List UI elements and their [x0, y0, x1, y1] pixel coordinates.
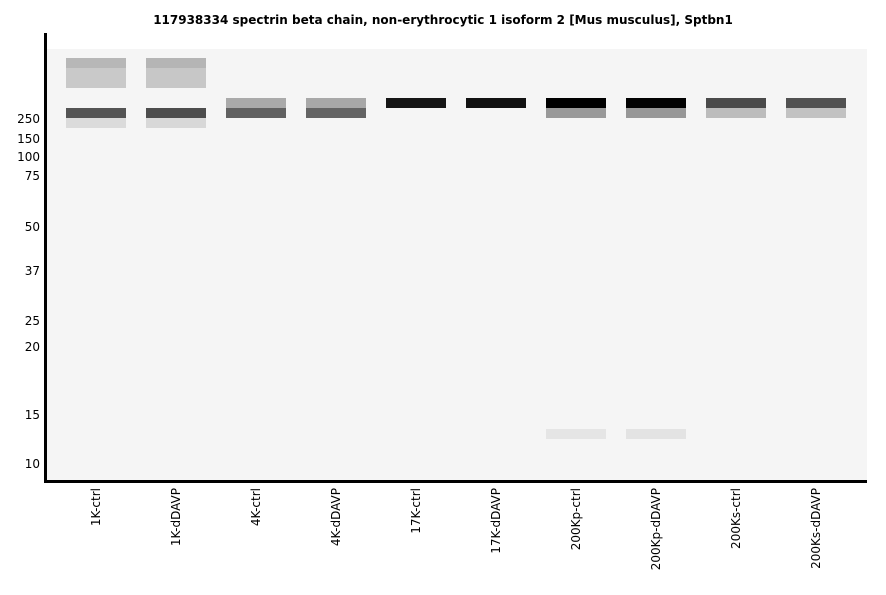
gel-band-200ks-ctrl — [706, 98, 766, 108]
y-axis-line — [44, 33, 47, 483]
gel-band-200kp-ddavp — [626, 98, 686, 108]
lane-label-17k-ctrl: 17K-ctrl — [409, 488, 423, 534]
gel-band-200kp-ddavp — [626, 429, 686, 439]
mw-marker-label-25: 25 — [24, 314, 40, 328]
lane-label-17k-ddavp: 17K-dDAVP — [489, 488, 503, 554]
gel-band-200kp-ctrl — [546, 98, 606, 108]
mw-marker-label-250: 250 — [17, 112, 40, 126]
chart-title: 117938334 spectrin beta chain, non-eryth… — [153, 13, 733, 27]
mw-marker-label-50: 50 — [24, 220, 40, 234]
gel-band-1k-ctrl — [66, 108, 126, 118]
gel-band-200ks-ddavp — [786, 98, 846, 108]
lane-label-200kp-ctrl: 200Kp-ctrl — [569, 488, 583, 551]
lane-label-200kp-ddavp: 200Kp-dDAVP — [649, 488, 663, 571]
gel-band-200kp-ddavp — [626, 108, 686, 118]
lane-label-4k-ddavp: 4K-dDAVP — [329, 488, 343, 547]
mw-marker-label-100: 100 — [17, 150, 40, 164]
lane-label-1k-ddavp: 1K-dDAVP — [169, 488, 183, 547]
gel-band-1k-ddavp — [146, 108, 206, 118]
gel-band-200kp-ctrl — [546, 108, 606, 118]
gel-band-200ks-ctrl — [706, 108, 766, 118]
gel-band-4k-ddavp — [306, 98, 366, 108]
x-axis-line — [44, 480, 867, 483]
gel-band-17k-ddavp — [466, 98, 526, 108]
gel-band-1k-ddavp — [146, 58, 206, 68]
gel-band-4k-ctrl — [226, 108, 286, 118]
lane-label-4k-ctrl: 4K-ctrl — [249, 488, 263, 527]
gel-band-1k-ctrl — [66, 68, 126, 88]
mw-marker-label-15: 15 — [24, 408, 40, 422]
gel-band-1k-ctrl — [66, 118, 126, 128]
gel-band-1k-ddavp — [146, 118, 206, 128]
gel-band-1k-ctrl — [66, 58, 126, 68]
lane-label-200ks-ctrl: 200Ks-ctrl — [729, 488, 743, 549]
mw-marker-label-75: 75 — [24, 169, 40, 183]
gel-band-17k-ctrl — [386, 98, 446, 108]
gel-band-1k-ddavp — [146, 68, 206, 88]
gel-band-200kp-ctrl — [546, 429, 606, 439]
lane-label-200ks-ddavp: 200Ks-dDAVP — [809, 488, 823, 569]
mw-marker-label-20: 20 — [24, 340, 40, 354]
mw-marker-label-150: 150 — [17, 132, 40, 146]
mw-marker-label-10: 10 — [24, 457, 40, 471]
lane-label-1k-ctrl: 1K-ctrl — [89, 488, 103, 527]
gel-band-200ks-ddavp — [786, 108, 846, 118]
gel-band-4k-ctrl — [226, 98, 286, 108]
mw-marker-label-37: 37 — [24, 264, 40, 278]
gel-band-4k-ddavp — [306, 108, 366, 118]
